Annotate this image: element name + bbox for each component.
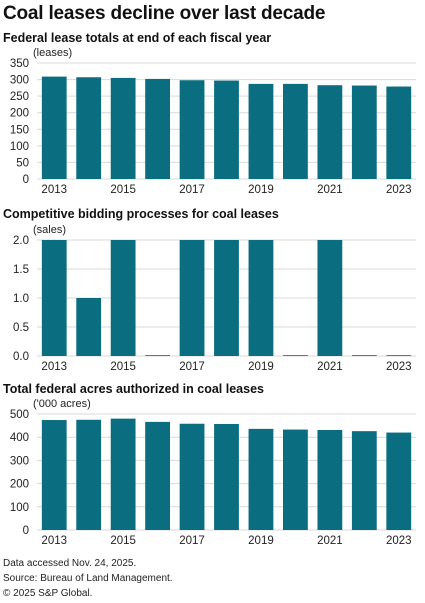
bar-acres-2022	[351, 431, 377, 530]
y-tick-label: 50	[16, 157, 29, 169]
bar-acres-2020	[283, 429, 308, 530]
x-tick-label: 2019	[248, 361, 274, 372]
y-tick-label: 0.0	[13, 351, 29, 363]
bar-acres-2023	[386, 432, 412, 530]
x-tick-label: 2019	[248, 184, 274, 195]
y-tick-label: 350	[10, 58, 29, 70]
bar-leases-2018	[214, 80, 239, 179]
bar-acres-2021	[317, 430, 343, 530]
x-tick-label: 2013	[41, 535, 67, 546]
y-tick-label: 500	[10, 409, 29, 421]
bar-sales-2015	[110, 240, 136, 356]
bar-sales-2021	[317, 240, 343, 356]
bar-acres-2019	[248, 428, 274, 530]
x-tick-label: 2013	[41, 361, 67, 372]
bar-acres-2016	[145, 421, 170, 530]
bar-leases-2014	[76, 77, 102, 179]
x-tick-label: 2013	[41, 184, 67, 195]
x-tick-label: 2021	[317, 361, 343, 372]
unit-label-leases: (leases)	[33, 47, 72, 59]
y-tick-label: 0	[23, 174, 29, 186]
bar-sales-2016	[145, 355, 170, 356]
bar-sales-2022	[351, 355, 377, 356]
bar-leases-2016	[145, 78, 170, 179]
y-tick-label: 300	[10, 455, 29, 467]
y-tick-label: 200	[10, 108, 29, 120]
y-tick-label: 300	[10, 75, 29, 87]
bar-acres-2017	[179, 423, 205, 530]
y-tick-label: 100	[10, 502, 29, 514]
x-tick-label: 2023	[386, 184, 412, 195]
bar-sales-2013	[41, 240, 67, 356]
x-tick-label: 2021	[317, 535, 343, 546]
bar-leases-2022	[351, 85, 377, 179]
unit-label-acres: ('000 acres)	[33, 398, 91, 410]
bar-leases-2023	[386, 86, 412, 179]
bar-leases-2021	[317, 85, 343, 179]
y-tick-label: 2.0	[13, 235, 29, 247]
bar-leases-2020	[283, 83, 308, 179]
x-tick-label: 2015	[110, 535, 136, 546]
x-tick-label: 2017	[179, 184, 205, 195]
chart-title-sales: Competitive bidding processes for coal l…	[3, 207, 279, 221]
bar-acres-2015	[110, 418, 136, 530]
y-tick-label: 1.0	[13, 293, 29, 305]
bar-sales-2019	[248, 240, 274, 356]
footer-source: Source: Bureau of Land Management.	[3, 573, 173, 584]
chart-title-leases: Federal lease totals at end of each fisc…	[3, 31, 272, 45]
bar-sales-2020	[283, 355, 308, 356]
bar-sales-2023	[386, 355, 412, 356]
x-tick-label: 2017	[179, 361, 205, 372]
bar-sales-2017	[179, 240, 205, 356]
y-tick-label: 100	[10, 141, 29, 153]
bar-sales-2018	[214, 240, 239, 356]
bar-chart-sales: (sales) 0.0 0.5 1.0 1.5 2.0 2013 2015 2017 2019 20…	[13, 224, 416, 372]
bar-leases-2019	[248, 83, 274, 179]
y-tick-label: 250	[10, 91, 29, 103]
bar-leases-2015	[110, 77, 136, 179]
bar-acres-2013	[41, 420, 67, 530]
footer-note: Data accessed Nov. 24, 2025.	[3, 558, 137, 569]
y-tick-label: 400	[10, 432, 29, 444]
x-tick-label: 2021	[317, 184, 343, 195]
bar-chart-leases: (leases) 0 50 100 150 200 250 300 350 2013 2015 201…	[10, 47, 416, 195]
bar-sales-2014	[76, 298, 102, 356]
y-tick-label: 0.5	[13, 322, 29, 334]
x-tick-label: 2019	[248, 535, 274, 546]
chart-title-acres: Total federal acres authorized in coal l…	[3, 382, 264, 396]
x-tick-label: 2015	[110, 184, 136, 195]
x-tick-label: 2015	[110, 361, 136, 372]
footer-copyright: © 2025 S&P Global.	[3, 588, 93, 599]
y-tick-label: 1.5	[13, 264, 29, 276]
bar-chart-acres: ('000 acres) 0 100 200 300 400 500 2013 2015 2017…	[10, 398, 416, 546]
unit-label-sales: (sales)	[33, 224, 66, 236]
y-tick-label: 200	[10, 479, 29, 491]
bar-acres-2014	[76, 419, 102, 530]
x-tick-label: 2023	[386, 535, 412, 546]
y-tick-label: 0	[23, 525, 29, 537]
y-tick-label: 150	[10, 124, 29, 136]
bar-leases-2017	[179, 80, 205, 179]
x-tick-label: 2017	[179, 535, 205, 546]
bar-leases-2013	[41, 76, 67, 179]
x-tick-label: 2023	[386, 361, 412, 372]
bar-acres-2018	[214, 423, 239, 530]
page-title: Coal leases decline over last decade	[3, 3, 326, 24]
